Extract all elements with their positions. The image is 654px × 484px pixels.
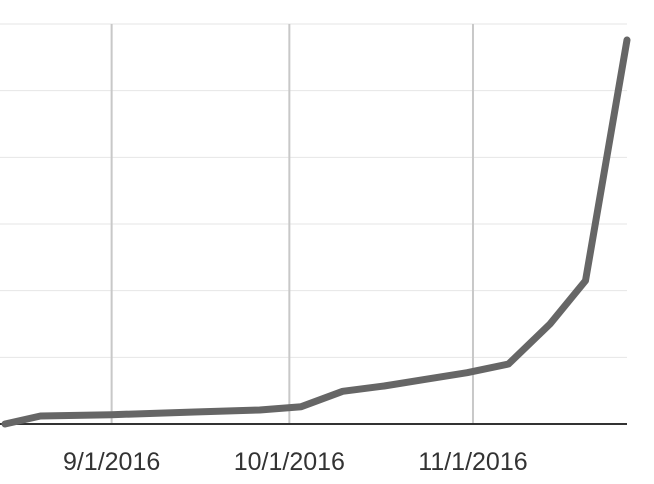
x-tick-label: 10/1/2016	[234, 448, 345, 476]
series-group	[1, 36, 631, 428]
x-tick-label: 11/1/2016	[418, 448, 527, 476]
x-tick-labels: 9/1/2016 10/1/2016 11/1/2016	[63, 448, 528, 476]
x-tick-label: 9/1/2016	[63, 448, 160, 476]
vertical-gridlines	[110, 24, 474, 424]
series-line	[1, 36, 631, 428]
horizontal-gridlines	[0, 23, 627, 358]
